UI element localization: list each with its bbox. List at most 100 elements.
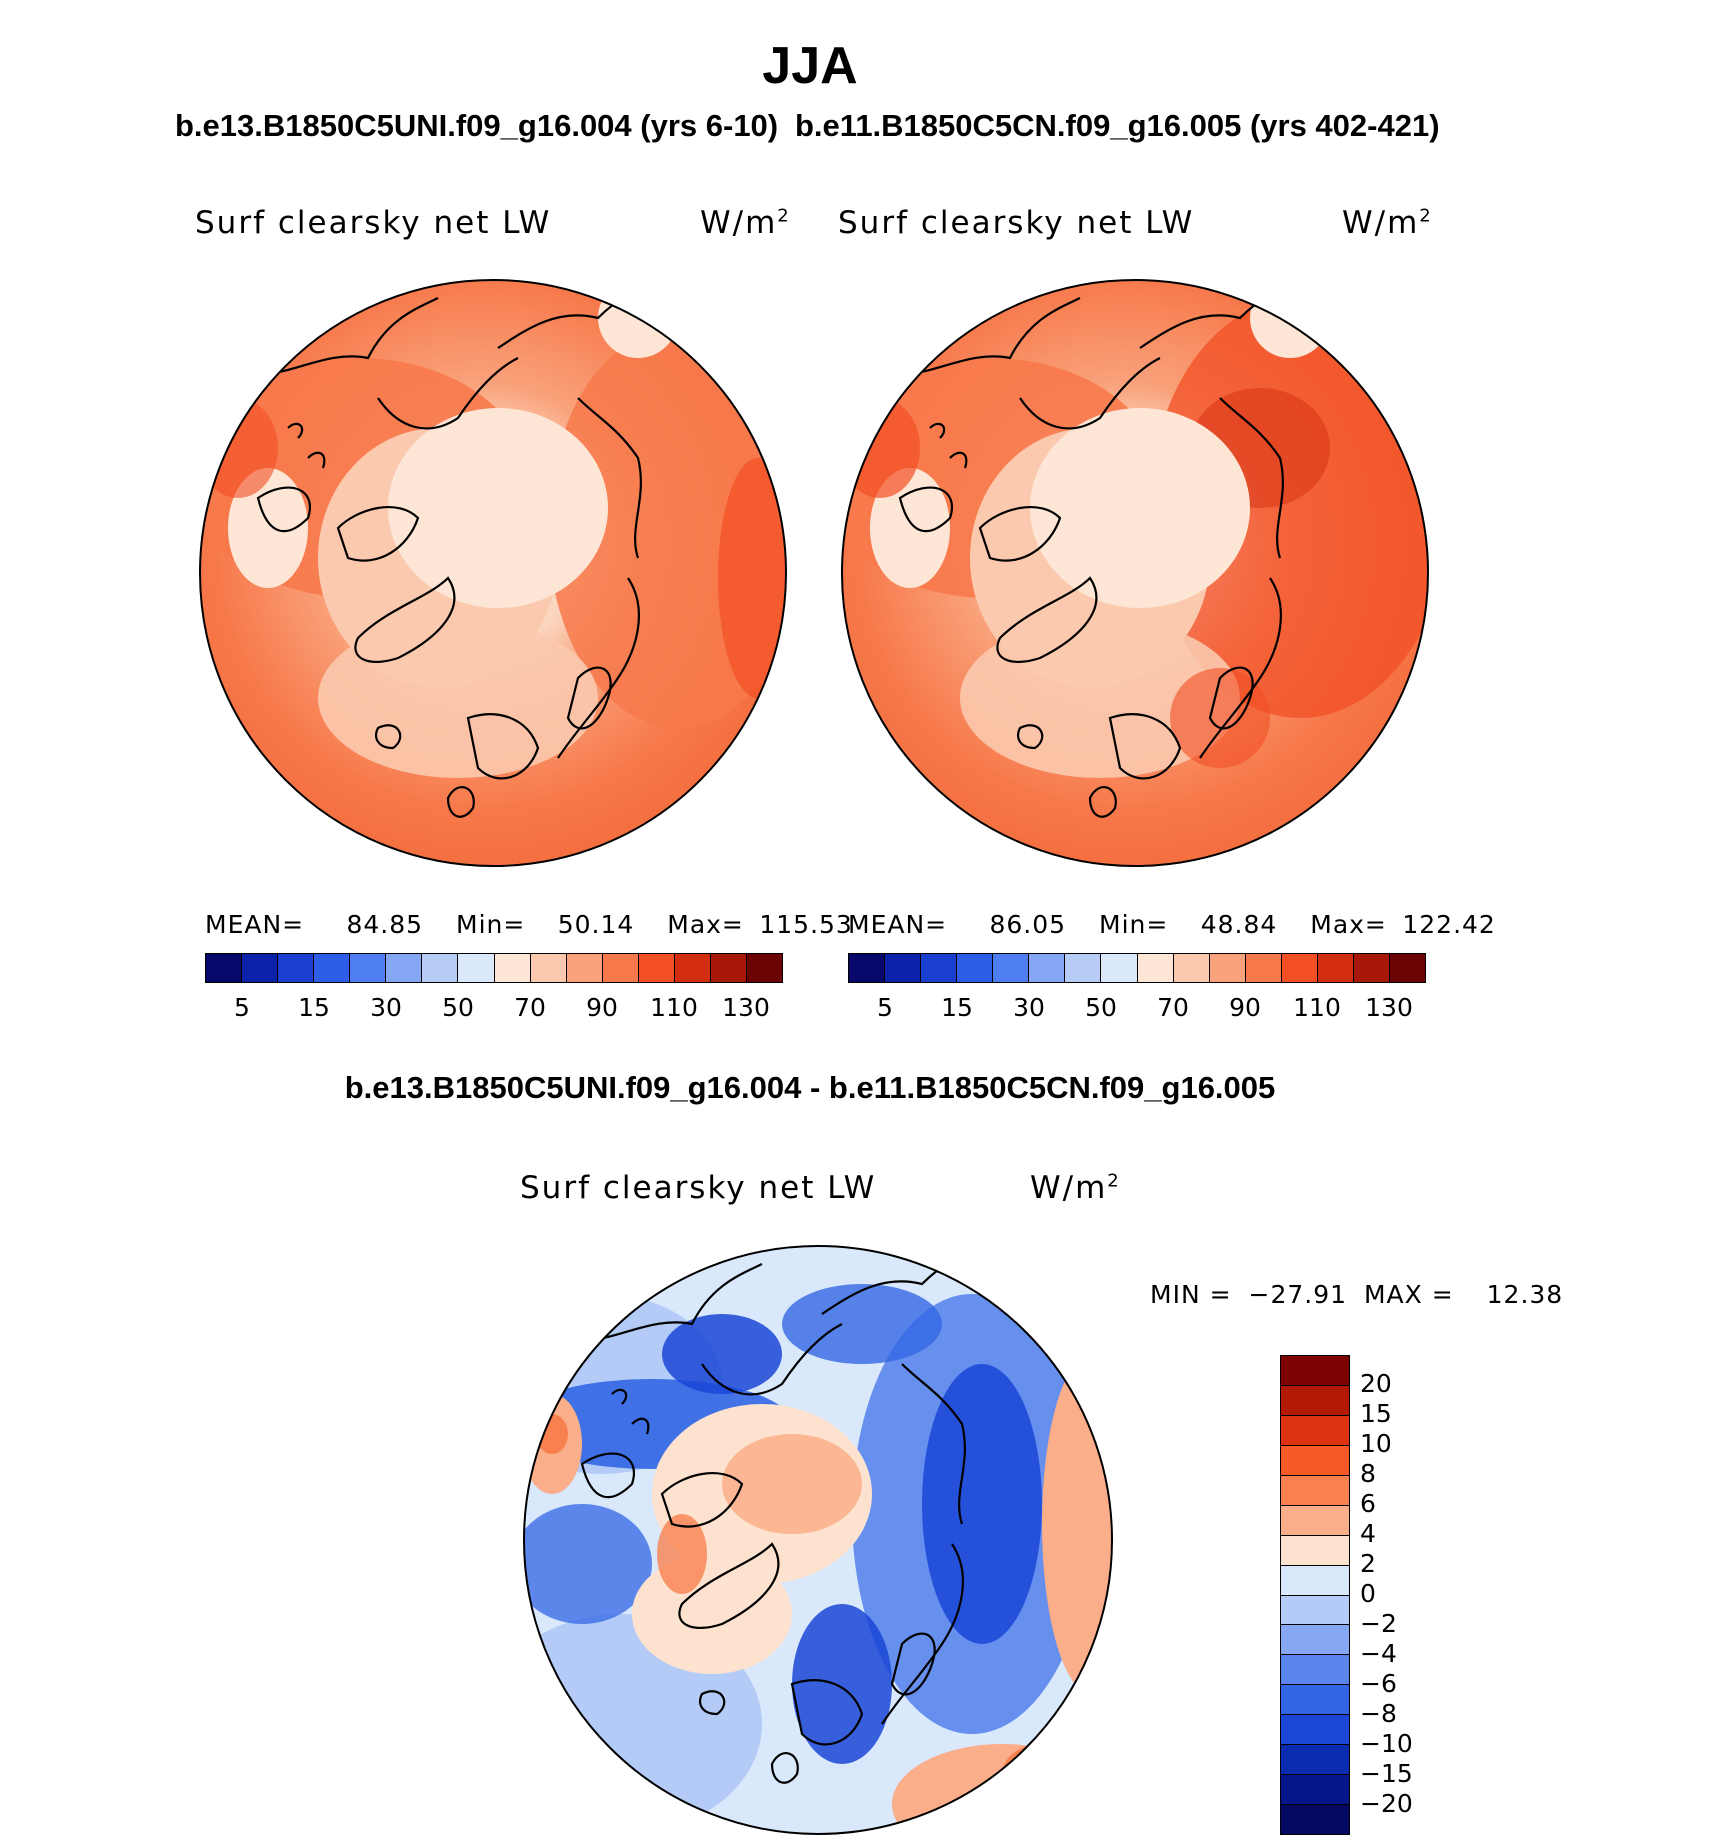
- diff-variable-label: Surf clearsky net LW: [520, 1170, 877, 1206]
- panel1-units-label: W/m2: [700, 205, 791, 241]
- diff-tick: −10: [1360, 1729, 1413, 1758]
- panel2-colorbar-swatch-7: [1101, 954, 1138, 982]
- diff-colorbar-swatch-13: [1281, 1745, 1349, 1776]
- panel1-mean-label: MEAN=: [205, 910, 305, 939]
- panel1-tick: 130: [722, 993, 770, 1022]
- diff-colorbar-swatch-8: [1281, 1595, 1349, 1626]
- diff-colorbar-swatch-10: [1281, 1655, 1349, 1686]
- panel1-colorbar-swatch-11: [602, 954, 639, 982]
- panel1-mean-value: 84.85: [346, 910, 424, 939]
- panel1-colorbar-swatch-14: [710, 954, 747, 982]
- panel1-colorbar-swatch-4: [350, 954, 387, 982]
- diff-colorbar-swatch-15: [1281, 1805, 1349, 1834]
- panel2-mean-label: MEAN=: [848, 910, 948, 939]
- panel1-max-value: 115.53: [759, 910, 853, 939]
- diff-min-label: MIN =: [1150, 1280, 1232, 1309]
- panel2-colorbar-swatch-6: [1065, 954, 1102, 982]
- diff-tick: −4: [1360, 1639, 1397, 1668]
- diff-min-value: −27.91: [1248, 1280, 1348, 1309]
- diff-tick: 0: [1360, 1579, 1376, 1608]
- panel2-tick: 5: [877, 993, 893, 1022]
- panel1-colorbar-swatch-3: [314, 954, 351, 982]
- diff-title: b.e13.B1850C5UNI.f09_g16.004 - b.e11.B18…: [344, 1070, 1276, 1105]
- panel1-tick: 70: [514, 993, 546, 1022]
- panel2-colorbar-swatch-8: [1137, 954, 1174, 982]
- panel1-colorbar-swatch-5: [386, 954, 423, 982]
- panel2-tick: 30: [1013, 993, 1045, 1022]
- diff-colorbar-swatch-5: [1281, 1505, 1349, 1536]
- panel1-stats: MEAN= 84.85 Min= 50.14 Max= 115.53: [205, 910, 853, 939]
- panel2-tick: 15: [941, 993, 973, 1022]
- diff-colorbar: [1280, 1355, 1350, 1835]
- panel1-tick: 15: [298, 993, 330, 1022]
- diff-colorbar-swatch-11: [1281, 1685, 1349, 1716]
- diff-tick: −6: [1360, 1669, 1397, 1698]
- diff-tick: −8: [1360, 1699, 1397, 1728]
- figure-title: JJA: [762, 37, 858, 95]
- panel2-colorbar-swatch-1: [885, 954, 922, 982]
- diff-tick: −20: [1360, 1789, 1413, 1818]
- panel1-colorbar-swatch-13: [674, 954, 711, 982]
- panel1-colorbar-swatch-8: [494, 954, 531, 982]
- panel2-colorbar-swatch-12: [1281, 954, 1318, 982]
- panel2-units-label: W/m2: [1342, 205, 1433, 241]
- panel1-colorbar-swatch-12: [638, 954, 675, 982]
- diff-colorbar-swatch-14: [1281, 1775, 1349, 1806]
- panel1-colorbar-swatch-6: [422, 954, 459, 982]
- diff-tick: 15: [1360, 1399, 1392, 1428]
- case2-title: b.e11.B1850C5CN.f09_g16.005 (yrs 402-421…: [795, 108, 1440, 143]
- panel1-colorbar: [205, 953, 783, 983]
- panel1-colorbar-swatch-7: [458, 954, 495, 982]
- panel2-map: [841, 279, 1429, 867]
- panel1-colorbar-swatch-15: [746, 954, 782, 982]
- panel1-colorbar-swatch-9: [530, 954, 567, 982]
- diff-colorbar-swatch-3: [1281, 1445, 1349, 1476]
- panel2-colorbar-swatch-3: [957, 954, 994, 982]
- panel1-colorbar-swatch-1: [242, 954, 279, 982]
- diff-colorbar-swatch-4: [1281, 1475, 1349, 1506]
- panel1-tick: 5: [234, 993, 250, 1022]
- panel2-tick: 70: [1157, 993, 1189, 1022]
- panel2-colorbar-swatch-14: [1353, 954, 1390, 982]
- panel2-colorbar: [848, 953, 1426, 983]
- panel1-max-label: Max=: [667, 910, 744, 939]
- panel1-tick: 50: [442, 993, 474, 1022]
- panel2-tick: 110: [1293, 993, 1341, 1022]
- diff-max-label: MAX =: [1363, 1280, 1454, 1309]
- panel2-colorbar-swatch-11: [1245, 954, 1282, 982]
- diff-tick: −2: [1360, 1609, 1397, 1638]
- panel2-colorbar-swatch-5: [1029, 954, 1066, 982]
- panel1-colorbar-swatch-0: [206, 954, 243, 982]
- diff-colorbar-swatch-9: [1281, 1625, 1349, 1656]
- panel2-min-value: 48.84: [1200, 910, 1278, 939]
- diff-max-value: 12.38: [1486, 1280, 1564, 1309]
- diff-tick: 10: [1360, 1429, 1392, 1458]
- panel1-colorbar-swatch-10: [566, 954, 603, 982]
- diff-stats: MIN = −27.91 MAX = 12.38: [1150, 1280, 1563, 1309]
- panel2-colorbar-swatch-2: [921, 954, 958, 982]
- diff-colorbar-swatch-6: [1281, 1535, 1349, 1566]
- panel2-max-value: 122.42: [1402, 910, 1496, 939]
- panel2-stats: MEAN= 86.05 Min= 48.84 Max= 122.42: [848, 910, 1496, 939]
- panel2-colorbar-swatch-15: [1389, 954, 1425, 982]
- case1-title: b.e13.B1850C5UNI.f09_g16.004 (yrs 6-10): [175, 108, 779, 143]
- panel2-colorbar-swatch-10: [1209, 954, 1246, 982]
- panel1-tick: 30: [370, 993, 402, 1022]
- panel1-tick: 110: [650, 993, 698, 1022]
- panel2-colorbar-swatch-13: [1317, 954, 1354, 982]
- panel2-tick: 90: [1229, 993, 1261, 1022]
- panel1-variable-label: Surf clearsky net LW: [195, 205, 552, 241]
- panel2-variable-label: Surf clearsky net LW: [838, 205, 1195, 241]
- panel2-colorbar-swatch-0: [849, 954, 886, 982]
- diff-tick: 20: [1360, 1369, 1392, 1398]
- diff-tick: 2: [1360, 1549, 1376, 1578]
- diff-colorbar-swatch-0: [1281, 1356, 1349, 1386]
- diff-tick: 8: [1360, 1459, 1376, 1488]
- diff-colorbar-swatch-2: [1281, 1415, 1349, 1446]
- panel2-mean-value: 86.05: [989, 910, 1067, 939]
- panel1-tick: 90: [586, 993, 618, 1022]
- diff-colorbar-swatch-1: [1281, 1385, 1349, 1416]
- diff-tick: 4: [1360, 1519, 1376, 1548]
- diff-tick: −15: [1360, 1759, 1413, 1788]
- panel1-colorbar-swatch-2: [278, 954, 315, 982]
